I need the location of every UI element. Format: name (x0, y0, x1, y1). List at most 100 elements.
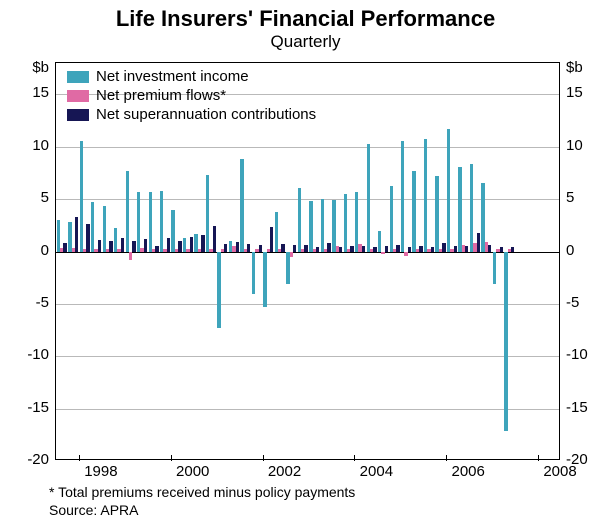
bar (281, 244, 284, 251)
xtick-label: 2006 (451, 463, 484, 480)
bar (91, 202, 94, 251)
bar (103, 206, 106, 251)
bar (500, 247, 503, 251)
bar (290, 252, 293, 257)
bar (236, 242, 239, 251)
bar (412, 171, 415, 252)
bar (75, 217, 78, 252)
ytick-label-left: 15 (17, 84, 49, 101)
xtick (79, 455, 80, 461)
ytick-label-left: 10 (17, 137, 49, 154)
bar (201, 235, 204, 252)
legend-swatch (67, 90, 89, 102)
bar (114, 228, 117, 251)
xtick-label: 2004 (360, 463, 393, 480)
bar (458, 167, 461, 252)
bar (504, 252, 507, 431)
bar (57, 220, 60, 251)
xtick (538, 455, 539, 461)
bar (332, 200, 335, 251)
ytick-label-right: -10 (566, 346, 606, 363)
xtick (446, 455, 447, 461)
source-line: Source: APRA (49, 502, 139, 518)
bar (217, 252, 220, 328)
bar (431, 247, 434, 251)
chart-subtitle: Quarterly (0, 32, 611, 52)
bar (344, 194, 347, 252)
bar (309, 201, 312, 251)
bar (86, 224, 89, 251)
bar (80, 141, 83, 252)
bar (144, 239, 147, 252)
bar (63, 243, 66, 251)
bar (327, 243, 330, 251)
ytick-label-right: 10 (566, 137, 606, 154)
bar (378, 231, 381, 252)
bar (404, 252, 407, 256)
bar (240, 159, 243, 251)
bar (362, 246, 365, 251)
ytick-label-left: -5 (17, 294, 49, 311)
legend-label: Net investment income (96, 68, 249, 85)
bar (493, 252, 496, 284)
bar (155, 246, 158, 251)
bar (470, 164, 473, 252)
ytick-label-right: -5 (566, 294, 606, 311)
ytick-label-left: -10 (17, 346, 49, 363)
bar (129, 252, 132, 260)
bar (385, 246, 388, 251)
bar (350, 246, 353, 251)
bar (367, 144, 370, 252)
xtick-label: 2008 (543, 463, 576, 480)
bar (442, 243, 445, 251)
bar (465, 246, 468, 251)
legend-item: Net investment income (67, 68, 316, 85)
bar (293, 245, 296, 251)
legend-item: Net premium flows* (67, 87, 316, 104)
bar (178, 241, 181, 251)
bar (109, 241, 112, 251)
bar (132, 241, 135, 251)
bar (390, 186, 393, 252)
bar (488, 245, 491, 251)
bar (419, 246, 422, 251)
bar (137, 192, 140, 252)
bar (447, 129, 450, 252)
bar (126, 171, 129, 252)
chart-title: Life Insurers' Financial Performance (0, 0, 611, 32)
ytick-label-left: -15 (17, 399, 49, 416)
legend-item: Net superannuation contributions (67, 106, 316, 123)
xtick-label: 1998 (84, 463, 117, 480)
y-axis-label-right: $b (566, 59, 583, 76)
xtick-label: 2002 (268, 463, 301, 480)
legend-swatch (67, 71, 89, 83)
bar (167, 238, 170, 252)
ytick-label-left: 0 (17, 242, 49, 259)
bar (316, 247, 319, 251)
bar (224, 244, 227, 251)
bar (263, 252, 266, 308)
xtick (171, 455, 172, 461)
legend-label: Net superannuation contributions (96, 106, 316, 123)
ytick-label-left: 5 (17, 189, 49, 206)
bar (381, 252, 384, 254)
legend-label: Net premium flows* (96, 87, 226, 104)
bar (477, 233, 480, 252)
y-axis-label-left: $b (17, 59, 49, 76)
legend: Net investment income Net premium flows* N… (67, 68, 316, 125)
bar (160, 191, 163, 252)
bar (424, 139, 427, 251)
bar (270, 227, 273, 251)
bar (339, 247, 342, 251)
bar (206, 175, 209, 251)
bar (252, 252, 255, 295)
bar (304, 245, 307, 251)
bar (454, 246, 457, 251)
ytick-label-right: -15 (566, 399, 606, 416)
bar (435, 176, 438, 251)
bar (190, 237, 193, 252)
bar (408, 247, 411, 251)
bar (149, 192, 152, 252)
bar (98, 240, 101, 252)
bar (171, 210, 174, 252)
